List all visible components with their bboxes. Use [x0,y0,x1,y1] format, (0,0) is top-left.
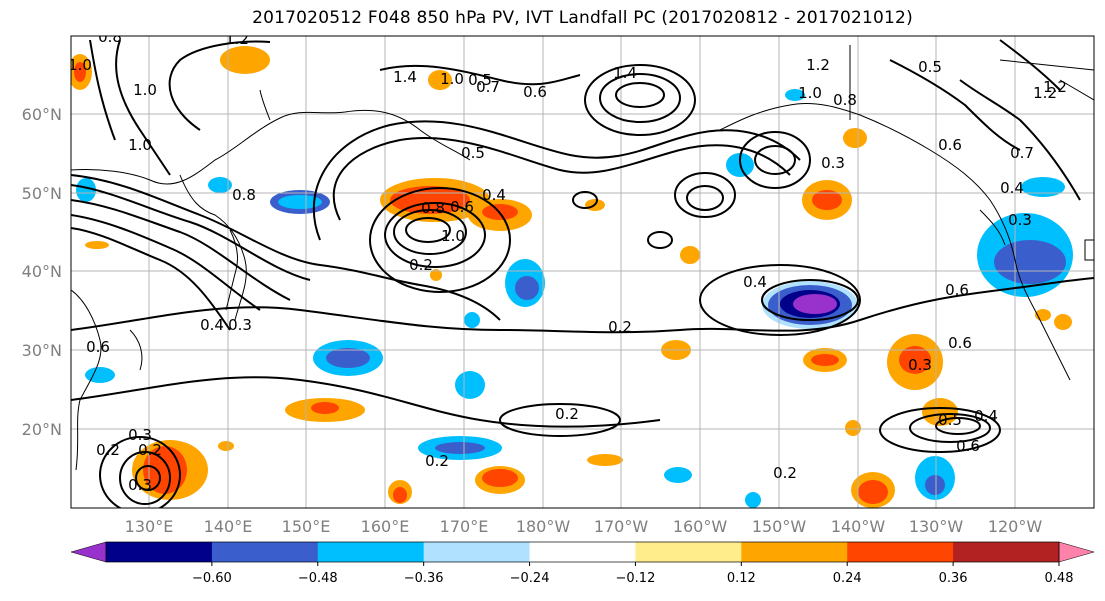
longitude-label: 140°W [831,517,886,536]
contour-label: 0.3 [228,316,252,334]
longitude-label: 180°W [516,517,571,536]
colorbar-tick-label: 0.48 [1045,571,1074,586]
colorbar-tick-label: −0.36 [404,571,444,586]
contour-label: 0.2 [773,464,797,482]
contour-label: 0.2 [138,441,162,459]
coastlines [71,45,1094,471]
longitude-label: 130°E [125,517,174,536]
colorbar-tick-label: −0.48 [298,571,338,586]
contour-label: 0.5 [918,58,942,76]
contour-label: 0.3 [821,154,845,172]
colorbar-tick-label: −0.24 [510,571,550,586]
contour-label: 0.6 [523,83,547,101]
contour-label: 0.6 [450,198,474,216]
contour-label: 1.4 [613,64,637,82]
contour-label: 0.6 [86,338,110,356]
colorbar-segment [317,542,425,562]
contour-label: 0.4 [743,273,767,291]
colorbar-extend-max [1058,541,1095,563]
contour-label: 0.8 [98,28,122,46]
colorbar-extend-min [70,541,107,563]
colorbar-segment [635,542,742,562]
contour-label: 0.2 [96,441,120,459]
contour-label: 1.0 [133,81,157,99]
contour-label: 0.8 [833,91,857,109]
contour-label: 0.4 [482,186,506,204]
contour-label: 1.2 [1043,78,1067,96]
contour-label: 0.3 [1008,211,1032,229]
colorbar-outline [105,541,1060,563]
shade-blob-negative-westcoast [977,177,1073,297]
contour-labels: 0.8 1.21.01.4 1.0 0.7 0.61.4 1.21.0 0.80.51.20… [68,28,1067,494]
contour-label: 0.7 [1010,144,1034,162]
contour-label: 0.4 [200,316,224,334]
contour-label: 1.4 [393,68,417,86]
contour-label: 0.3 [128,476,152,494]
map-frame [70,35,1095,509]
longitude-label: 170°W [594,517,649,536]
colorbar-segment [211,542,319,562]
contour-label: 0.5 [461,144,485,162]
longitude-label: 160°E [361,517,410,536]
latitude-label: 60°N [22,105,62,124]
contour-label: 0.5 [468,71,492,89]
contour-label: 1.0 [68,56,92,74]
colorbar-tick-label: −0.60 [192,571,232,586]
longitude-label: 140°E [204,517,253,536]
contour-label: 0.6 [948,334,972,352]
latitude-labels: 60°N 50°N 40°N 30°N 20°N [22,105,62,439]
contour-label: 1.2 [225,30,249,48]
contour-label: 0.2 [555,405,579,423]
latitude-label: 20°N [22,420,62,439]
map-title: 2017020512 F048 850 hPa PV, IVT Landfall… [252,8,913,28]
contour-label: 0.3 [908,356,932,374]
map-panel [71,36,1094,508]
colorbar-segment [953,542,1060,562]
contour-label: 0.6 [956,437,980,455]
contour-label: 0.4 [1000,179,1024,197]
contour-label: 0.2 [409,256,433,274]
latitude-label: 40°N [22,262,62,281]
contour-label: 1.2 [806,56,830,74]
longitude-label: 120°W [988,517,1043,536]
longitude-labels: 130°E 140°E 150°E 160°E 170°E 180°W 170°W 160°W… [125,517,1043,536]
contour-label: 0.2 [425,452,449,470]
contour-label: 0.5 [938,411,962,429]
contour-label: 0.2 [608,318,632,336]
contour-label: 0.8 [232,186,256,204]
colorbar-segment [423,542,531,562]
colorbar-segment [529,542,636,562]
colorbar-segment [741,542,848,562]
shade-blob-small [71,46,1072,508]
colorbar-tick-label: −0.12 [616,571,656,586]
colorbar-tick-labels: −0.60 −0.48 −0.36 −0.24 −0.12 0.12 0.24 0.36 0.4… [192,562,1074,586]
colorbar-segment [847,542,954,562]
latitude-label: 50°N [22,184,62,203]
contour-label: 0.6 [938,136,962,154]
contour-label: 1.0 [798,84,822,102]
colorbar [70,541,1095,563]
colorbar-tick-label: 0.24 [833,571,862,586]
latitude-label: 30°N [22,341,62,360]
contour-label: 0.7 [476,78,500,96]
contour-label: 1.0 [128,136,152,154]
contour-label: 0.4 [974,407,998,425]
longitude-label: 170°E [440,517,489,536]
pv-shading [71,46,1073,508]
longitude-label: 150°W [752,517,807,536]
longitude-label: 150°E [282,517,331,536]
colorbar-segment [106,542,213,562]
contour-label: 1.2 [1033,84,1057,102]
contour-label: 1.0 [440,70,464,88]
contour-label: 0.6 [945,281,969,299]
colorbar-tick-label: 0.36 [939,571,968,586]
contour-label: 1.0 [441,227,465,245]
colorbar-tick-label: 0.12 [727,571,756,586]
longitude-label: 160°W [673,517,728,536]
longitude-label: 130°W [909,517,964,536]
contour-label: 0.3 [128,426,152,444]
contour-label: 0.8 [421,199,445,217]
pv-contours [71,39,1094,508]
